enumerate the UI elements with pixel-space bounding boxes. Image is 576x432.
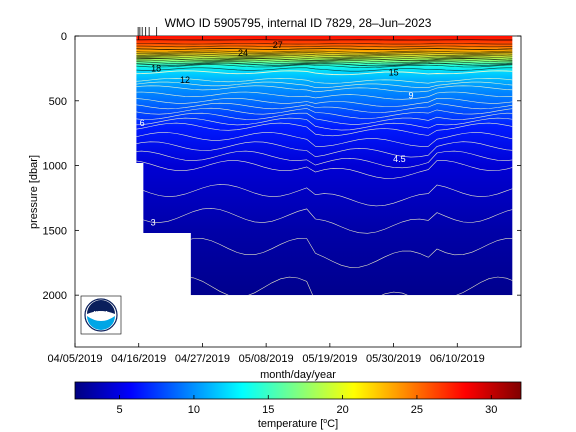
- x-tick-label: 05/30/2019: [366, 353, 421, 365]
- isotherm-line: [136, 102, 513, 113]
- contour-label: 4.5: [393, 154, 406, 164]
- x-tick-label: 04/27/2019: [175, 353, 230, 365]
- logo-text: NOAA: [94, 311, 109, 317]
- x-axis-title: month/day/year: [260, 369, 336, 381]
- x-tick-label: 04/05/2019: [47, 353, 102, 365]
- isotherm-line: [136, 43, 513, 45]
- isotherm-line: [136, 207, 513, 234]
- isotherm-line: [136, 160, 513, 179]
- isotherm-line: [136, 122, 513, 137]
- isotherm-line: [136, 45, 513, 48]
- isotherm-line: [136, 64, 513, 69]
- y-tick-label: 1000: [43, 161, 67, 173]
- x-tick-label: 04/16/2019: [111, 353, 166, 365]
- logo-sky: [87, 300, 115, 314]
- colorbar-tick-label: 15: [262, 404, 274, 416]
- isotherm-line: [136, 117, 513, 131]
- isotherm-line: [136, 184, 513, 207]
- profile-marks: [137, 27, 158, 36]
- contour-label: 24: [238, 48, 248, 58]
- isotherm-line: [136, 57, 513, 62]
- contour-label: 27: [273, 40, 283, 50]
- contour-label: 3: [151, 218, 156, 228]
- isotherm-line: [136, 107, 513, 119]
- colorbar-tick-label: 20: [336, 404, 348, 416]
- isotherm-line: [136, 238, 513, 268]
- isotherm-line: [136, 98, 513, 107]
- colorbar-title-unit: C]: [327, 418, 338, 430]
- colorbar-tick-label: 5: [117, 404, 123, 416]
- colorbar-tick-label: 10: [188, 404, 200, 416]
- isotherm-line: [136, 91, 513, 100]
- isotherm-line: [136, 47, 513, 51]
- colorbar-title-main: temperature [: [258, 418, 323, 430]
- contour-labels: 27 24 18 12 15 9 6 4.5 3: [140, 40, 414, 228]
- isotherm-line: [136, 132, 513, 147]
- y-tick-label: 1500: [43, 225, 67, 237]
- isotherm-line: [136, 59, 513, 63]
- isotherm-line: [136, 61, 513, 65]
- contour-label: 18: [151, 63, 161, 73]
- isotherm-line: [136, 62, 513, 67]
- isotherm-line: [136, 150, 513, 169]
- x-tick-label: 05/19/2019: [302, 353, 357, 365]
- x-tick-label: 06/10/2019: [430, 353, 485, 365]
- contour-label: 9: [408, 91, 413, 101]
- colorbar-ticks: 5 10 15 20 25 30: [117, 395, 497, 416]
- y-tick-label: 2000: [43, 290, 67, 302]
- isotherm-line: [136, 70, 513, 76]
- colorbar-tick-label: 30: [485, 404, 497, 416]
- isotherm-line: [136, 112, 513, 125]
- y-axis-title: pressure [dbar]: [28, 155, 40, 229]
- x-tick-label: 05/08/2019: [239, 353, 294, 365]
- x-axis: 04/05/2019 04/16/2019 04/27/2019 05/08/2019…: [47, 36, 485, 365]
- noaa-logo: NOAA: [80, 295, 122, 335]
- isotherm-line: [136, 67, 513, 72]
- colorbar-title: temperature [oC]: [258, 418, 338, 430]
- temperature-field: [136, 36, 513, 296]
- isotherm-line: [136, 55, 513, 58]
- colorbar: [74, 381, 522, 400]
- chart-title: WMO ID 5905795, internal ID 7829, 28–Jun…: [165, 16, 432, 30]
- isotherm-line: [136, 81, 513, 88]
- isotherm-line: [136, 52, 513, 55]
- isotherm-line: [136, 77, 513, 84]
- logo-water: [87, 316, 115, 330]
- isotherm-line: [136, 50, 513, 53]
- isotherm-line: [136, 141, 513, 158]
- contour-label: 12: [180, 75, 190, 85]
- y-axis: 0 500 1000 1500 2000: [43, 31, 521, 302]
- contour-label: 6: [140, 118, 145, 128]
- temperature-fill: [136, 36, 513, 296]
- isotherm-line: [136, 53, 513, 57]
- isotherm-line: [136, 56, 513, 60]
- isotherm-lines: [136, 39, 513, 296]
- isotherm-line: [136, 85, 513, 93]
- y-tick-label: 0: [61, 31, 67, 43]
- colorbar-tick-label: 25: [411, 404, 423, 416]
- y-tick-label: 500: [49, 96, 67, 108]
- colorbar-title-degree: o: [323, 418, 327, 425]
- contour-label: 15: [389, 67, 399, 77]
- isotherm-line: [136, 276, 513, 296]
